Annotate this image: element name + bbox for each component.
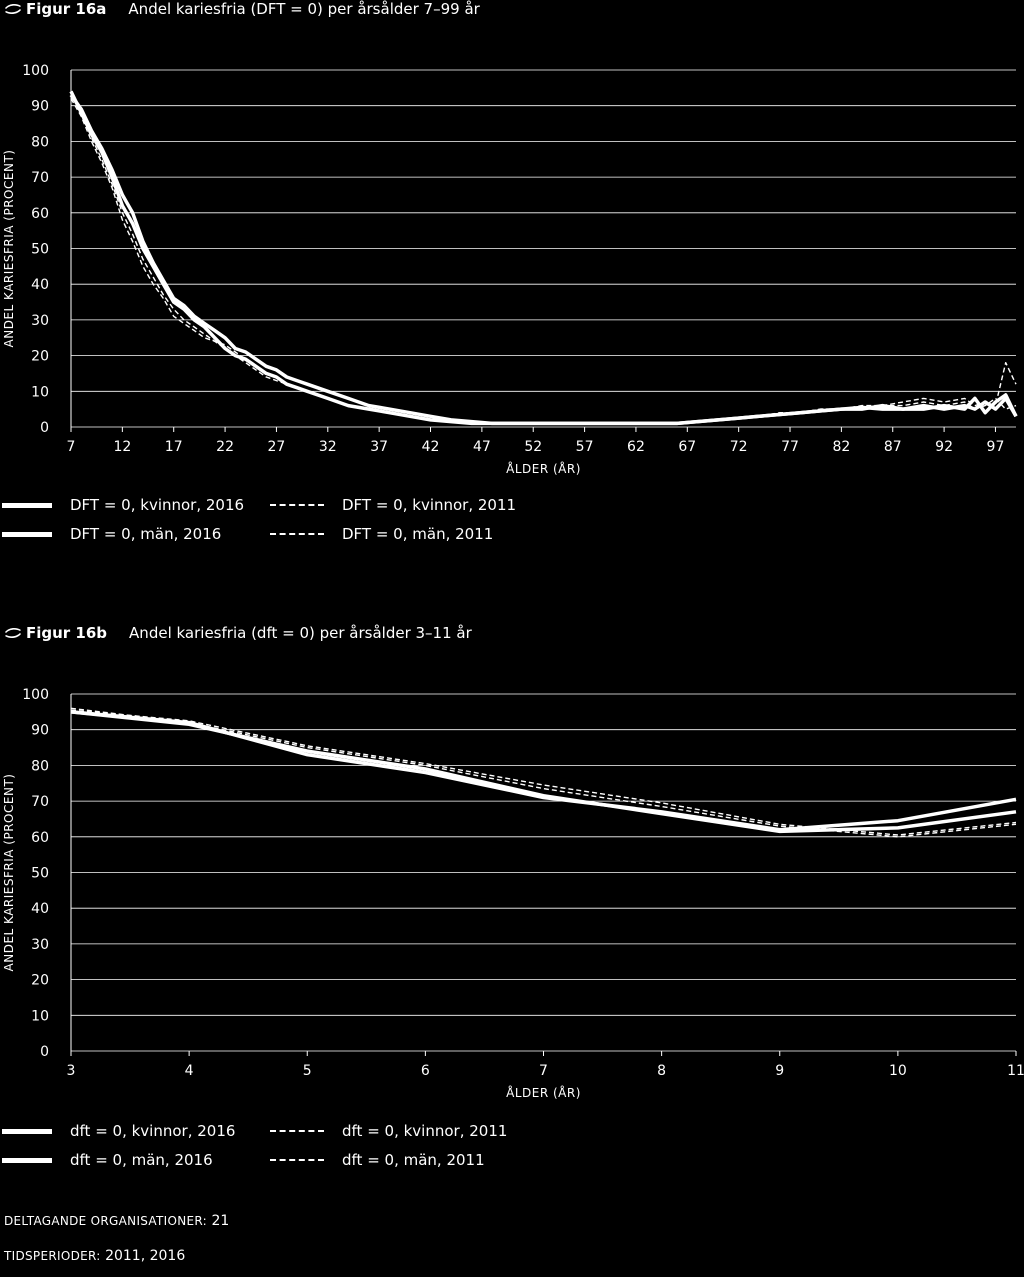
y-tick-label: 40	[31, 277, 49, 293]
x-tick-label: 62	[627, 439, 645, 455]
periods-label: TIDSPERIODER:	[4, 1249, 101, 1263]
x-tick-label: 12	[113, 439, 131, 455]
y-tick-label: 60	[31, 206, 49, 222]
legend-solid-swatch	[2, 1128, 52, 1134]
x-tick-label: 17	[165, 439, 183, 455]
legend-label: dft = 0, män, 2011	[342, 1151, 485, 1169]
orgs-label: DELTAGANDE ORGANISATIONER:	[4, 1214, 207, 1228]
y-tick-label: 90	[31, 723, 49, 739]
legend-item: DFT = 0, män, 2011	[270, 525, 493, 543]
y-tick-label: 80	[31, 758, 49, 774]
x-tick-label: 57	[576, 439, 594, 455]
legend-item: dft = 0, män, 2016	[2, 1151, 213, 1169]
x-tick-label: 87	[884, 439, 902, 455]
legend-dashed-swatch	[270, 533, 324, 535]
time-periods: TIDSPERIODER: 2011, 2016	[4, 1248, 185, 1264]
y-axis-label: ANDEL KARIESFRIA (PROCENT)	[2, 150, 16, 348]
y-tick-label: 40	[31, 901, 49, 917]
x-tick-label: 97	[987, 439, 1005, 455]
x-tick-label: 92	[935, 439, 953, 455]
x-tick-label: 42	[422, 439, 440, 455]
legend-item: dft = 0, kvinnor, 2011	[270, 1122, 507, 1140]
x-tick-label: 32	[319, 439, 337, 455]
line-chart-b: 0 10 20 30 40 50 60 70 80 90 100 3 4 5 6 7 8 9 10 11 ÅLDER (…	[2, 687, 1024, 1100]
x-tick-label: 11	[1007, 1063, 1024, 1079]
y-axis-label: ANDEL KARIESFRIA (PROCENT)	[2, 774, 16, 972]
legend-solid-swatch	[2, 531, 52, 537]
y-tick-label: 60	[31, 830, 49, 846]
y-tick-label: 100	[22, 687, 49, 703]
legend-item: dft = 0, kvinnor, 2016	[2, 1122, 235, 1140]
x-tick-label: 72	[730, 439, 748, 455]
x-tick-label: 4	[185, 1063, 194, 1079]
legend-label: DFT = 0, män, 2016	[70, 525, 222, 543]
x-tick-label: 10	[889, 1063, 907, 1079]
x-tick-label: 22	[216, 439, 234, 455]
legend-label: DFT = 0, män, 2011	[342, 525, 494, 543]
legend-item: DFT = 0, kvinnor, 2016	[2, 496, 244, 514]
y-tick-label: 100	[22, 63, 49, 79]
x-tick-label: 52	[524, 439, 542, 455]
y-tick-label: 20	[31, 973, 49, 989]
legend-dashed-swatch	[270, 1130, 324, 1132]
legend-label: DFT = 0, kvinnor, 2011	[342, 496, 517, 514]
x-tick-label: 6	[421, 1063, 430, 1079]
participating-organisations: DELTAGANDE ORGANISATIONER: 21	[4, 1213, 229, 1229]
x-tick-label: 37	[370, 439, 388, 455]
x-tick-label: 5	[303, 1063, 312, 1079]
legend-dashed-swatch	[270, 1159, 324, 1161]
chart-title: Andel kariesfria (dft = 0) per årsålder …	[129, 624, 472, 642]
figure-b-header: Figur 16b Andel kariesfria (dft = 0) per…	[4, 624, 472, 642]
y-tick-label: 10	[31, 1008, 49, 1024]
x-tick-label: 77	[781, 439, 799, 455]
y-tick-label: 0	[40, 420, 49, 436]
figure-label: Figur 16b	[26, 624, 108, 642]
series-line-4	[70, 94, 1017, 425]
legend-solid-swatch	[2, 1157, 52, 1163]
legend-item: DFT = 0, kvinnor, 2011	[270, 496, 516, 514]
y-tick-label: 30	[31, 937, 49, 953]
legend-label: dft = 0, män, 2016	[70, 1151, 213, 1169]
x-axis-label: ÅLDER (ÅR)	[506, 461, 581, 476]
y-tick-label: 10	[31, 384, 49, 400]
y-tick-label: 0	[40, 1044, 49, 1060]
y-tick-label: 30	[31, 313, 49, 329]
series-line-3	[70, 98, 1017, 425]
legend-item: dft = 0, män, 2011	[270, 1151, 485, 1169]
y-tick-label: 70	[31, 794, 49, 810]
x-tick-label: 47	[473, 439, 491, 455]
x-tick-label: 9	[775, 1063, 784, 1079]
y-tick-label: 90	[31, 99, 49, 115]
legend-solid-swatch	[2, 502, 52, 508]
y-tick-label: 50	[31, 242, 49, 258]
figure-label: Figur 16a	[26, 0, 107, 18]
orgs-value: 21	[211, 1213, 230, 1229]
line-chart-a: 0 10 20 30 40 50 60 70 80 90 100 7 12 17 22 27 32 37 42 47 5…	[2, 63, 1018, 476]
legend-label: DFT = 0, kvinnor, 2016	[70, 496, 245, 514]
chart-title: Andel kariesfria (DFT = 0) per årsålder …	[128, 0, 480, 18]
figure-a-header: Figur 16a Andel kariesfria (DFT = 0) per…	[4, 0, 480, 18]
legend-dashed-swatch	[270, 504, 324, 506]
x-tick-label: 3	[67, 1063, 76, 1079]
brand-logo-icon	[5, 627, 21, 639]
brand-logo-icon	[5, 3, 21, 15]
x-tick-label: 67	[678, 439, 696, 455]
y-tick-label: 20	[31, 349, 49, 365]
x-tick-label: 27	[268, 439, 286, 455]
x-tick-label: 8	[657, 1063, 666, 1079]
x-tick-label: 82	[832, 439, 850, 455]
y-tick-label: 50	[31, 866, 49, 882]
legend-item: DFT = 0, män, 2016	[2, 525, 221, 543]
series-line-2	[70, 710, 1017, 834]
legend-label: dft = 0, kvinnor, 2011	[342, 1122, 508, 1140]
y-tick-label: 80	[31, 134, 49, 150]
periods-value: 2011, 2016	[105, 1248, 186, 1264]
x-tick-label: 7	[539, 1063, 548, 1079]
legend-label: dft = 0, kvinnor, 2016	[70, 1122, 236, 1140]
y-tick-label: 70	[31, 170, 49, 186]
x-tick-label: 7	[67, 439, 76, 455]
x-axis-label: ÅLDER (ÅR)	[506, 1085, 581, 1100]
